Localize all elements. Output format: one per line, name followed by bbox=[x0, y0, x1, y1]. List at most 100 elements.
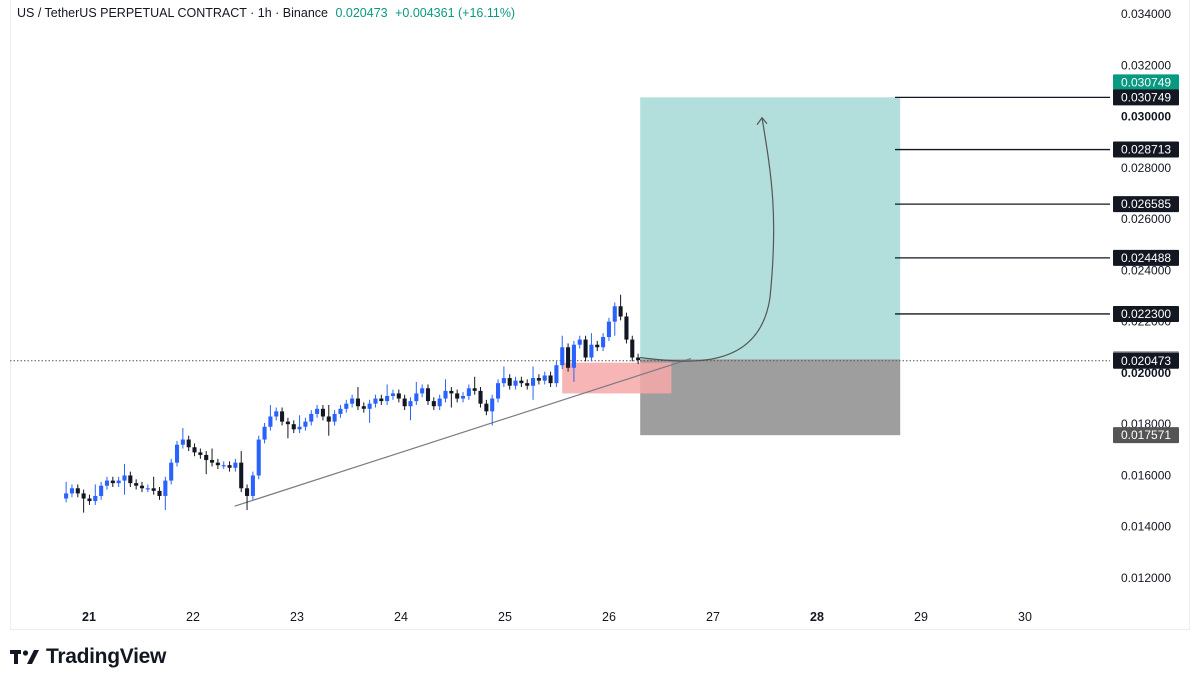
candle-body[interactable] bbox=[180, 439, 185, 445]
candle-body[interactable] bbox=[554, 365, 559, 384]
candle-body[interactable] bbox=[338, 408, 343, 414]
price-label-line[interactable] bbox=[1113, 141, 1179, 158]
candle-body[interactable] bbox=[542, 375, 547, 381]
candle-body[interactable] bbox=[151, 488, 156, 491]
candle-body[interactable] bbox=[560, 347, 565, 366]
candle-body[interactable] bbox=[303, 421, 308, 427]
candle-body[interactable] bbox=[350, 398, 355, 404]
candle-body[interactable] bbox=[618, 306, 623, 317]
candle-body[interactable] bbox=[437, 398, 442, 407]
candle-body[interactable] bbox=[291, 424, 296, 430]
candle-body[interactable] bbox=[320, 408, 325, 417]
candle-body[interactable] bbox=[110, 480, 115, 484]
candle-body[interactable] bbox=[215, 462, 220, 466]
candle-body[interactable] bbox=[209, 460, 215, 463]
candle-body[interactable] bbox=[174, 444, 180, 463]
candle-body[interactable] bbox=[408, 401, 413, 407]
candle-body[interactable] bbox=[367, 403, 372, 409]
candle-body[interactable] bbox=[414, 393, 419, 402]
candle-body[interactable] bbox=[169, 462, 174, 481]
candle-body[interactable] bbox=[104, 480, 110, 486]
entry-zone[interactable] bbox=[562, 362, 672, 394]
candle-body[interactable] bbox=[75, 488, 80, 494]
profit-zone[interactable] bbox=[640, 97, 901, 360]
candle-body[interactable] bbox=[612, 306, 617, 322]
candle-body[interactable] bbox=[355, 398, 360, 407]
candle-body[interactable] bbox=[250, 475, 255, 496]
candle-body[interactable] bbox=[420, 388, 425, 394]
candle-body[interactable] bbox=[449, 390, 454, 394]
candle-body[interactable] bbox=[268, 416, 273, 427]
candle-body[interactable] bbox=[525, 383, 530, 386]
candle-body[interactable] bbox=[577, 339, 582, 345]
candle-body[interactable] bbox=[536, 378, 541, 381]
candle-body[interactable] bbox=[69, 488, 74, 494]
candle-body[interactable] bbox=[233, 462, 238, 468]
price-label-line[interactable] bbox=[1113, 89, 1179, 106]
candle-body[interactable] bbox=[186, 439, 191, 448]
candle-body[interactable] bbox=[385, 395, 390, 402]
candle-body[interactable] bbox=[309, 413, 314, 422]
candle-body[interactable] bbox=[495, 383, 501, 399]
candle-body[interactable] bbox=[460, 395, 466, 399]
candle-body[interactable] bbox=[472, 388, 477, 391]
candle-body[interactable] bbox=[379, 398, 384, 402]
candle-body[interactable] bbox=[285, 421, 290, 425]
candle-body[interactable] bbox=[636, 357, 641, 361]
candle-body[interactable] bbox=[245, 488, 250, 496]
candle-body[interactable] bbox=[431, 401, 436, 407]
candle-body[interactable] bbox=[332, 413, 337, 422]
candle-body[interactable] bbox=[455, 393, 460, 399]
price-label-line[interactable] bbox=[1113, 249, 1179, 266]
candle-body[interactable] bbox=[344, 403, 349, 409]
candle-body[interactable] bbox=[204, 454, 209, 461]
price-label-last[interactable] bbox=[1113, 352, 1179, 369]
candle-body[interactable] bbox=[566, 347, 571, 368]
candle-body[interactable] bbox=[390, 393, 396, 396]
candle-body[interactable] bbox=[501, 378, 506, 384]
trend-line[interactable] bbox=[234, 357, 692, 507]
candle-body[interactable] bbox=[507, 378, 512, 386]
candle-body[interactable] bbox=[595, 344, 600, 348]
candle-body[interactable] bbox=[157, 490, 162, 496]
candle-body[interactable] bbox=[601, 337, 606, 348]
candle-body[interactable] bbox=[227, 465, 232, 468]
candle-body[interactable] bbox=[128, 475, 133, 484]
candle-body[interactable] bbox=[297, 426, 302, 430]
price-label-stop[interactable] bbox=[1113, 427, 1179, 444]
price-label-target[interactable] bbox=[1113, 74, 1179, 91]
candle-body[interactable] bbox=[93, 495, 98, 502]
candle-body[interactable] bbox=[519, 380, 524, 384]
candle-body[interactable] bbox=[396, 393, 401, 399]
candle-body[interactable] bbox=[373, 398, 378, 404]
tradingview-logo[interactable]: TradingView bbox=[10, 645, 166, 669]
candle-body[interactable] bbox=[478, 390, 483, 404]
candle-body[interactable] bbox=[64, 493, 69, 499]
candle-body[interactable] bbox=[122, 475, 127, 481]
candle-body[interactable] bbox=[402, 398, 407, 407]
price-label-line[interactable] bbox=[1113, 196, 1179, 213]
candle-body[interactable] bbox=[280, 411, 285, 422]
candle-body[interactable] bbox=[425, 388, 431, 402]
price-label-line[interactable] bbox=[1113, 305, 1179, 322]
candle-body[interactable] bbox=[513, 380, 518, 386]
candle-body[interactable] bbox=[583, 339, 588, 358]
candle-body[interactable] bbox=[81, 493, 86, 499]
candle-body[interactable] bbox=[443, 390, 448, 399]
candle-body[interactable] bbox=[139, 485, 145, 489]
candle-body[interactable] bbox=[548, 375, 553, 384]
candle-body[interactable] bbox=[589, 344, 594, 358]
candle-body[interactable] bbox=[606, 321, 611, 338]
candle-body[interactable] bbox=[192, 447, 197, 453]
candle-body[interactable] bbox=[315, 408, 320, 414]
price-chart[interactable]: 0.0120000.0140000.0160000.0180000.020000… bbox=[0, 0, 1200, 640]
candle-body[interactable] bbox=[163, 480, 168, 496]
candle-body[interactable] bbox=[221, 465, 226, 467]
candle-body[interactable] bbox=[490, 398, 495, 412]
candle-body[interactable] bbox=[116, 480, 121, 484]
stop-loss-zone[interactable] bbox=[640, 359, 901, 436]
candle-body[interactable] bbox=[571, 344, 576, 368]
candle-body[interactable] bbox=[531, 378, 536, 386]
candle-body[interactable] bbox=[484, 403, 489, 412]
candle-body[interactable] bbox=[262, 426, 267, 440]
